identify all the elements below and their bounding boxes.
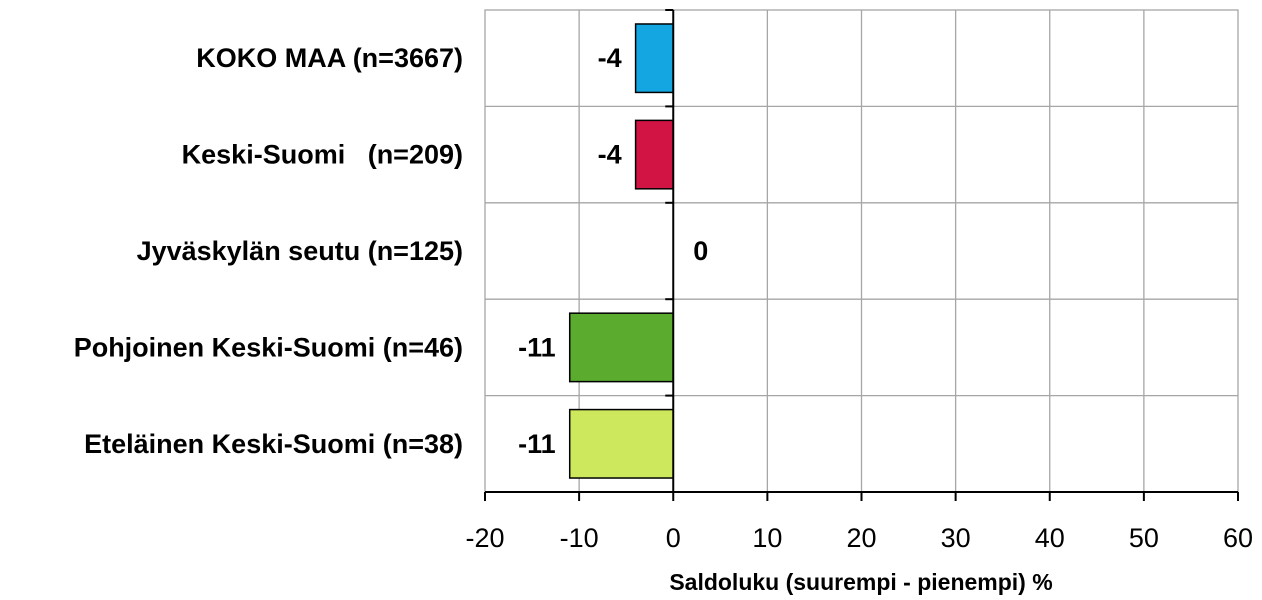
- x-tick-label-7: 50: [1129, 523, 1159, 553]
- x-tick-label-0: -20: [465, 523, 504, 553]
- x-tick-label-6: 40: [1035, 523, 1065, 553]
- axis-layer: [484, 9, 1239, 501]
- x-tick-label-1: -10: [560, 523, 599, 553]
- bar-0: [634, 23, 674, 94]
- bar-layer: [568, 23, 675, 479]
- category-label-2: Jyväskylän seutu (n=125): [137, 236, 463, 266]
- bar-4: [568, 408, 675, 479]
- x-tick-label-4: 20: [846, 523, 876, 553]
- x-tick-label-2: 0: [666, 523, 681, 553]
- x-axis-title: Saldoluku (suurempi - pienempi) %: [669, 569, 1052, 595]
- label-layer: -4 KOKO MAA (n=3667) -4 Keski-Suomi (n=209)…: [74, 43, 1253, 553]
- category-label-0: KOKO MAA (n=3667): [196, 43, 463, 73]
- value-label-3: -11: [518, 332, 556, 362]
- x-tick-label-5: 30: [941, 523, 971, 553]
- category-label-1: Keski-Suomi (n=209): [182, 140, 463, 170]
- value-label-4: -11: [518, 429, 556, 459]
- x-tick-label-3: 10: [752, 523, 782, 553]
- value-label-1: -4: [598, 140, 622, 170]
- value-label-2: 0: [693, 236, 708, 266]
- bar-3: [568, 312, 675, 383]
- category-label-3: Pohjoinen Keski-Suomi (n=46): [74, 332, 463, 362]
- bar-1: [634, 119, 674, 190]
- x-tick-label-8: 60: [1223, 523, 1253, 553]
- category-label-4: Eteläinen Keski-Suomi (n=38): [84, 429, 463, 459]
- value-label-0: -4: [598, 43, 622, 73]
